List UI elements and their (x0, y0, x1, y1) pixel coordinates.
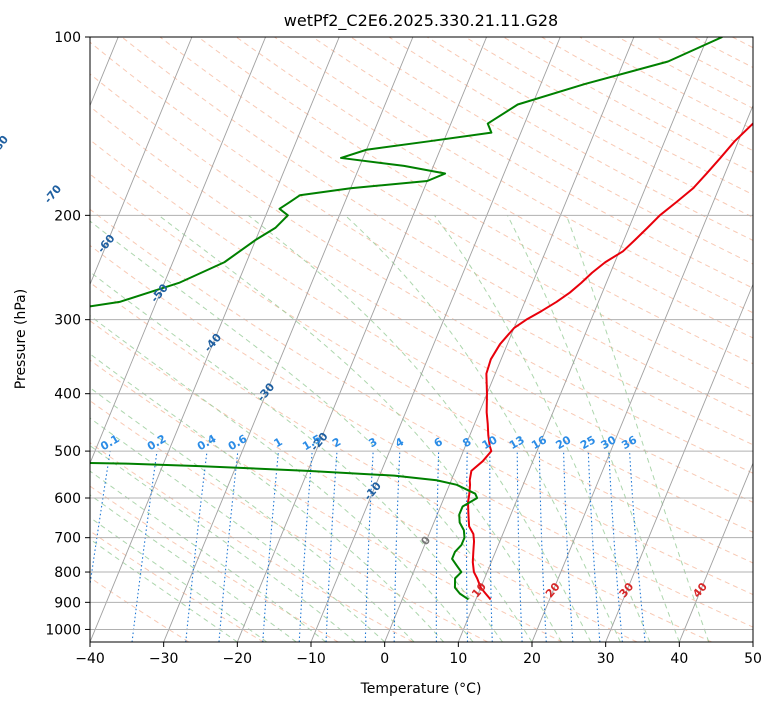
mixing-ratio-line (629, 451, 646, 642)
isotherm-line (90, 37, 193, 286)
y-tick-label: 400 (54, 387, 81, 403)
x-tick-label: 50 (744, 651, 762, 667)
x-tick-label: −30 (149, 651, 179, 667)
isotherm-line (678, 462, 753, 642)
moist-adiabat-line (565, 215, 710, 642)
moist-adiabat-line (90, 516, 268, 642)
moist-adiabat-line (434, 215, 651, 642)
mixing-ratio-line (131, 451, 158, 642)
moist-adiabat-line (90, 315, 474, 642)
dry-adiabat-line (90, 173, 753, 564)
y-tick-label: 800 (54, 565, 81, 581)
dry-adiabat-line (90, 359, 563, 642)
mixing-ratio-line (262, 451, 279, 642)
moist-adiabat-line (248, 214, 592, 642)
isotherm-line (752, 640, 753, 642)
moist-adiabat-line (344, 214, 621, 642)
isotherm-line (236, 37, 487, 642)
dry-adiabat-line (90, 73, 753, 474)
plot-background (90, 37, 753, 642)
isotherm-label: -80 (0, 133, 11, 157)
y-axis: 100 200 300 400 500 600 700 800 900 1000 (45, 30, 90, 638)
dry-adiabat-line (90, 208, 753, 596)
y-tick-label: 1000 (45, 622, 81, 638)
y-tick-label: 500 (54, 444, 81, 460)
y-axis-label: Pressure (hPa) (13, 289, 29, 389)
y-tick-label: 600 (54, 491, 81, 507)
isotherm-label: -70 (42, 182, 65, 206)
moist-adiabat-line (158, 214, 562, 642)
x-tick-label: 40 (670, 651, 688, 667)
moist-adiabat-line (90, 271, 503, 642)
mixing-ratio-line (218, 451, 239, 642)
x-tick-label: 30 (597, 651, 615, 667)
dewpoint-profile (90, 37, 723, 601)
x-tick-label: 0 (380, 651, 389, 667)
pressure-gridlines (90, 37, 753, 630)
y-tick-label: 100 (54, 30, 81, 46)
moist-adiabat-line (506, 215, 680, 642)
dry-adiabat-line (426, 37, 753, 218)
isotherm-line (90, 37, 340, 642)
moist-adiabat-line (90, 417, 386, 642)
y-tick-label: 900 (54, 595, 81, 611)
x-tick-label: 10 (449, 651, 467, 667)
temperature-profile (467, 122, 753, 601)
dry-adiabat-line (236, 37, 753, 339)
mixing-ratio-line (608, 451, 623, 642)
dry-adiabat-line (541, 37, 753, 152)
isotherm-line (90, 37, 266, 465)
isotherm-line (310, 37, 561, 642)
moist-adiabat-line (90, 220, 533, 642)
isotherm-line (163, 37, 414, 642)
background-lines (90, 37, 775, 642)
isotherm-line (531, 104, 753, 642)
plot-frame (89, 36, 754, 643)
x-tick-label: −40 (75, 651, 105, 667)
isotherm-line (605, 283, 753, 642)
moist-adiabat-line (90, 470, 327, 642)
chart-title: wetPf2_C2E6.2025.330.21.11.G28 (284, 11, 558, 31)
moist-adiabat-line (90, 538, 238, 642)
y-tick-label: 700 (54, 531, 81, 547)
x-tick-label: −10 (296, 651, 326, 667)
mixing-ratio-line (185, 451, 208, 642)
dry-adiabat-line (90, 530, 264, 642)
x-tick-label: 20 (523, 651, 541, 667)
dry-adiabat-line (90, 139, 753, 533)
dry-adiabat-line (90, 105, 753, 503)
x-axis: −40 −30 −20 −10 0 10 20 30 40 50 (75, 642, 762, 667)
y-tick-label: 200 (54, 208, 81, 224)
x-axis-label: Temperature (°C) (360, 681, 482, 697)
mixing-ratio-line (90, 451, 111, 589)
dry-adiabat-line (90, 400, 488, 642)
x-tick-label: −20 (223, 651, 253, 667)
isotherm-line (457, 37, 708, 642)
isotherm-line (384, 37, 635, 642)
dry-adiabat-line (771, 37, 775, 642)
dry-adiabat-line (159, 37, 753, 391)
profile-lines (90, 37, 753, 601)
y-tick-label: 300 (54, 313, 81, 329)
dry-adiabat-line (312, 37, 753, 289)
dry-adiabat-line (197, 37, 753, 365)
